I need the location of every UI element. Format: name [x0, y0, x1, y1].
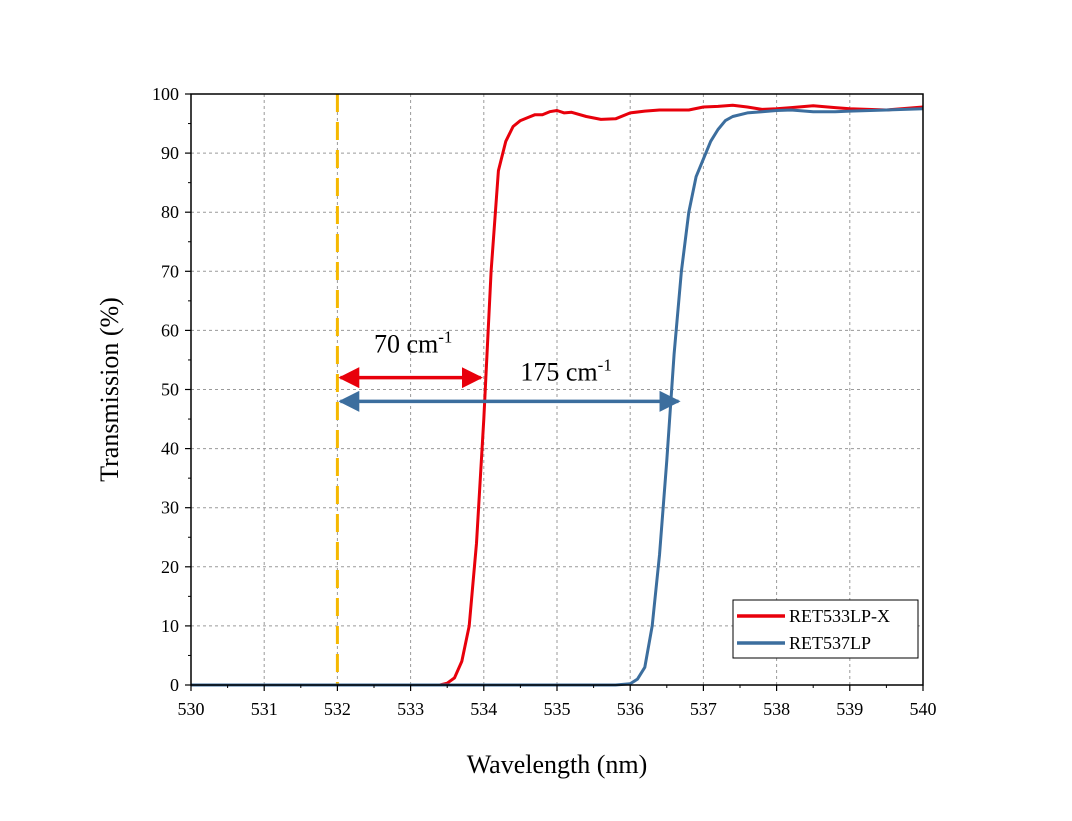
y-axis-ticks: 0 10 20 30 40 50 60 70 80 90 100 [152, 84, 191, 695]
series-lines [191, 103, 924, 687]
annotations: 70 cm-1 175 cm-1 [338, 327, 681, 412]
x-tick-label: 534 [470, 699, 497, 719]
x-tick-label: 540 [910, 699, 937, 719]
grid-lines [191, 94, 923, 685]
x-tick-label: 539 [836, 699, 863, 719]
y-axis-title: Transmission (%) [95, 297, 124, 482]
y-tick-label: 0 [170, 675, 179, 695]
x-axis-ticks: 530 531 532 533 534 535 536 537 538 539 540 [178, 685, 937, 719]
x-tick-label: 537 [690, 699, 717, 719]
y-tick-label: 80 [161, 202, 179, 222]
x-tick-label: 538 [763, 699, 790, 719]
annotation-label-0: 70 cm-1 [374, 327, 452, 358]
x-axis-title: Wavelength (nm) [467, 750, 648, 779]
x-tick-label: 532 [324, 699, 351, 719]
x-tick-label: 535 [544, 699, 571, 719]
x-tick-label: 530 [178, 699, 205, 719]
legend: RET533LP-X RET537LP [732, 599, 919, 659]
x-tick-label: 536 [617, 699, 644, 719]
y-tick-label: 20 [161, 557, 179, 577]
series-line-0 [191, 103, 924, 687]
y-tick-label: 30 [161, 498, 179, 518]
legend-label-0: RET533LP-X [789, 606, 890, 626]
legend-box [732, 599, 919, 659]
y-tick-label: 50 [161, 380, 179, 400]
y-tick-label: 60 [161, 320, 179, 340]
y-tick-label: 40 [161, 439, 179, 459]
x-tick-label: 531 [251, 699, 278, 719]
series-line-1 [191, 107, 924, 687]
y-tick-label: 90 [161, 143, 179, 163]
y-tick-label: 70 [161, 261, 179, 281]
y-tick-label: 100 [152, 84, 179, 104]
y-tick-label: 10 [161, 616, 179, 636]
annotation-label-1: 175 cm-1 [520, 356, 611, 387]
legend-label-1: RET537LP [789, 633, 871, 653]
x-tick-label: 533 [397, 699, 424, 719]
